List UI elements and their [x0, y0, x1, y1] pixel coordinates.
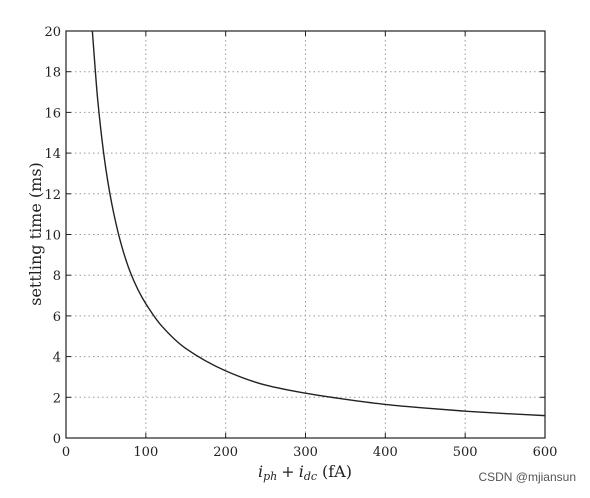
y-tick-label: 18 — [44, 66, 61, 81]
x-tick-label: 300 — [293, 445, 318, 460]
x-tick-label: 400 — [373, 445, 398, 460]
grid — [66, 31, 545, 438]
x-tick-labels: 0 100 200 300 400 500 600 — [62, 445, 558, 460]
x-tick-label: 0 — [62, 445, 70, 460]
y-tick-label: 16 — [44, 106, 61, 121]
x-tick-label: 100 — [133, 445, 158, 460]
x-tick-label: 500 — [453, 445, 478, 460]
y-tick-label: 8 — [53, 269, 61, 284]
y-tick-label: 20 — [44, 25, 61, 40]
x-tick-label: 600 — [533, 445, 558, 460]
y-tick-label: 0 — [53, 432, 61, 447]
x-axis-title-i1: i — [258, 462, 263, 481]
series-line — [91, 30, 546, 417]
y-tick-label: 4 — [53, 351, 61, 366]
axis-ticks — [65, 30, 546, 439]
y-tick-label: 10 — [44, 229, 61, 244]
x-axis-title-op: + — [281, 462, 294, 481]
x-axis-title-sub2: dc — [304, 470, 317, 483]
y-tick-label: 12 — [44, 188, 61, 203]
y-tick-label: 6 — [53, 310, 61, 325]
y-tick-label: 2 — [53, 391, 61, 406]
x-axis-title-sub1: ph — [263, 470, 277, 483]
y-tick-label: 14 — [44, 147, 61, 162]
watermark: CSDN @mjiansun — [478, 470, 576, 484]
x-axis-title: iph + idc (fA) — [258, 462, 352, 483]
x-axis-title-i2: i — [299, 462, 304, 481]
y-axis-title: settling time (ms) — [26, 162, 45, 306]
x-axis-title-unit: (fA) — [322, 462, 352, 481]
x-tick-label: 200 — [213, 445, 238, 460]
y-tick-labels: 0 2 4 6 8 10 12 14 16 18 20 — [44, 25, 61, 447]
